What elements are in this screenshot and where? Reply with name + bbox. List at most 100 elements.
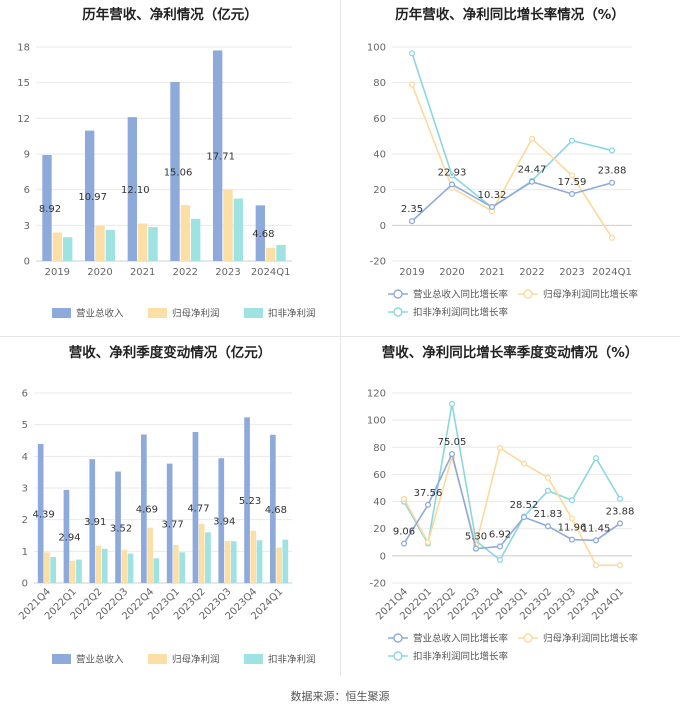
legend-label: 营业总收入: [76, 308, 124, 320]
data-label: 37.56: [414, 488, 443, 499]
x-tick-label: 2019: [45, 267, 70, 278]
bar: [95, 545, 102, 583]
bar: [127, 117, 138, 262]
data-label: 17.71: [206, 152, 235, 163]
legend-swatch: [148, 308, 167, 318]
data-point: [616, 520, 624, 527]
quarterly-amounts-chart: 营收、净利季度变动情况（亿元） 0 1 2 3 4 5 6 4.39 2.94 3.91 3.52 4.…: [17, 344, 315, 666]
bar: [141, 434, 147, 583]
data-point: [616, 495, 624, 502]
data-point: [544, 487, 552, 494]
data-point: [544, 474, 552, 481]
x-tick-label: 2021: [130, 267, 155, 278]
bar: [173, 545, 179, 583]
data-source: 数据来源：恒生聚源: [290, 690, 390, 703]
data-label: 21.83: [534, 509, 563, 520]
data-label: 11.45: [582, 523, 611, 534]
data-point: [568, 137, 576, 144]
chart-title: 营收、净利季度变动情况（亿元）: [69, 344, 272, 361]
legend-marker: [393, 651, 403, 661]
legend-marker: [393, 633, 403, 643]
data-point: [528, 178, 536, 185]
data-label: 12.10: [121, 185, 150, 196]
vertical-divider: [340, 0, 341, 676]
legend-marker: [393, 307, 403, 317]
bar: [121, 549, 128, 583]
data-label: 2.94: [58, 532, 80, 543]
y-tick-label: 18: [17, 43, 30, 54]
legend-label: 营业总收入: [76, 654, 124, 666]
annual-amounts-chart: 历年营收、净利情况（亿元） 0 3 6 9 12 15 18 8.92 10.97 12.10 15.…: [17, 6, 315, 320]
chart-title: 历年营收、净利情况（亿元）: [82, 6, 258, 23]
x-tick-label: 2024Q1: [251, 267, 291, 278]
series-line: [411, 180, 613, 222]
chart-title: 营收、净利同比增长率季度变动情况（%）: [382, 344, 639, 361]
y-tick-label: 120: [367, 389, 386, 400]
y-tick-label: 0: [24, 257, 30, 268]
data-point: [568, 536, 576, 543]
data-point: [592, 537, 600, 544]
bar: [244, 417, 250, 583]
bar: [166, 463, 173, 583]
data-label: 4.77: [187, 503, 209, 514]
legend-marker: [523, 289, 533, 299]
data-point: [568, 515, 576, 522]
data-label: 5.30: [465, 532, 487, 543]
y-tick-label: 80: [373, 443, 386, 454]
data-point: [616, 562, 624, 569]
bar: [282, 539, 289, 583]
bar: [190, 218, 201, 261]
data-point: [424, 501, 432, 508]
data-label: 4.39: [33, 509, 55, 520]
legend-label: 扣非净利润同比增长率: [413, 651, 509, 663]
bar: [218, 458, 225, 583]
data-point: [448, 181, 456, 188]
bar: [255, 205, 266, 261]
bar: [270, 434, 276, 583]
data-point: [408, 50, 416, 57]
data-point: [448, 400, 456, 407]
bar: [147, 527, 153, 583]
data-label: 9.06: [393, 527, 415, 538]
x-tick-label: 2023: [559, 267, 584, 278]
bar: [44, 552, 50, 583]
data-label: 15.06: [164, 167, 193, 178]
legend-swatch: [148, 654, 167, 664]
data-label: 8.92: [39, 204, 61, 215]
x-tick-label: 2023: [215, 267, 240, 278]
y-tick-label: 1: [22, 547, 28, 558]
x-tick-label: 2020: [439, 267, 464, 278]
chart-title: 历年营收、净利同比增长率情况（%）: [395, 6, 625, 23]
data-point: [408, 81, 416, 88]
y-tick-label: 6: [22, 389, 28, 400]
data-label: 2.35: [401, 204, 423, 215]
x-tick-label: 2024Q1: [592, 267, 632, 278]
annual-growth-chart: 历年营收、净利同比增长率情况（%） -20 0 20 40 60 80 100 2.35 22.9…: [367, 6, 639, 319]
bar: [148, 227, 158, 261]
series-line: [403, 403, 621, 562]
legend-label: 营业总收入同比增长率: [413, 289, 509, 301]
data-point: [608, 147, 616, 154]
bar: [230, 541, 237, 583]
bar: [205, 532, 211, 583]
bar: [95, 225, 105, 261]
bar: [115, 471, 121, 583]
bar: [170, 81, 180, 261]
data-point: [568, 190, 576, 198]
y-tick-label: -20: [370, 579, 386, 590]
data-label: 23.88: [606, 506, 635, 517]
bar: [180, 205, 191, 261]
data-point: [568, 497, 576, 504]
data-point: [608, 179, 616, 186]
data-point: [400, 540, 408, 547]
bar: [276, 547, 282, 583]
y-tick-label: 3: [24, 221, 30, 232]
legend-label: 扣非净利润同比增长率: [413, 307, 509, 319]
bar: [37, 443, 44, 583]
bar: [63, 489, 70, 583]
data-label: 5.23: [239, 496, 261, 507]
x-tick-label: 2022: [519, 267, 544, 278]
series-line: [411, 84, 613, 239]
bar: [265, 247, 276, 261]
y-tick-label: -20: [370, 257, 386, 268]
